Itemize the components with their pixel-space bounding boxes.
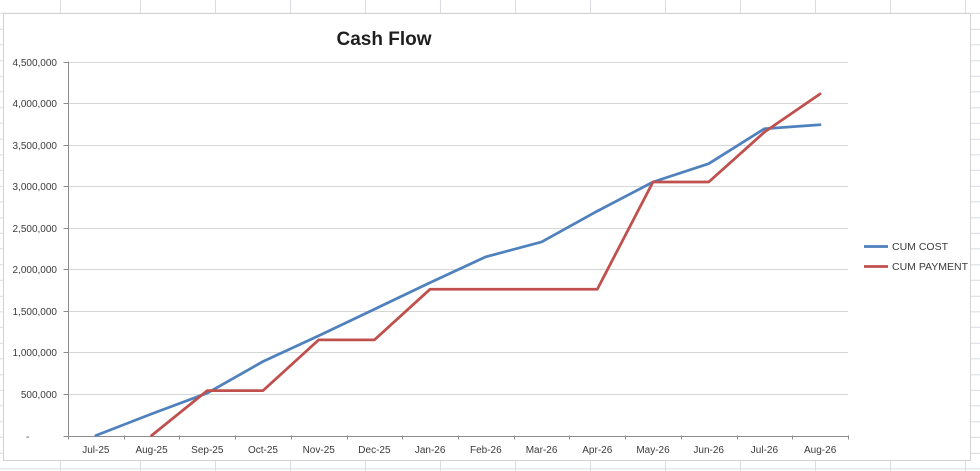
- x-axis-label: Aug-26: [804, 445, 837, 456]
- x-axis-label: Jan-26: [415, 445, 446, 456]
- series-line-cum-cost[interactable]: [94, 123, 822, 437]
- x-axis-label: Jul-26: [751, 445, 779, 456]
- y-axis-label: 2,500,000: [13, 224, 58, 235]
- y-axis-label: -: [26, 432, 29, 443]
- x-axis-label: Mar-26: [526, 445, 558, 456]
- y-axis-label: 1,500,000: [13, 307, 58, 318]
- y-axis-label: 4,500,000: [13, 58, 58, 69]
- x-axis-label: Nov-25: [303, 445, 336, 456]
- y-axis-label: 2,000,000: [13, 265, 58, 276]
- chart-title[interactable]: Cash Flow: [336, 29, 432, 50]
- y-axis-label: 3,000,000: [13, 182, 58, 193]
- x-axis-label: Oct-25: [248, 445, 278, 456]
- x-axis-label: Apr-26: [582, 445, 612, 456]
- x-axis-label: Dec-25: [358, 445, 391, 456]
- x-axis-label: May-26: [636, 445, 670, 456]
- y-axis-label: 4,000,000: [13, 99, 58, 110]
- series-line-cum-payment[interactable]: [150, 92, 822, 437]
- x-axis-label: Aug-25: [135, 445, 168, 456]
- x-axis-label: Jun-26: [693, 445, 724, 456]
- y-axis-label: 1,000,000: [13, 348, 58, 359]
- chart-object[interactable]: Cash Flow 4,500,000 4,000,000 3,500,000 3,0…: [3, 13, 971, 461]
- chart-plot-area: 4,500,000 4,000,000 3,500,000 3,000,000 2,50…: [13, 58, 969, 456]
- x-axis-label: Sep-25: [191, 445, 224, 456]
- x-axis-label: Feb-26: [470, 445, 502, 456]
- legend-label-cum-payment: CUM PAYMENT: [892, 261, 969, 273]
- y-axis-label: 3,500,000: [13, 141, 58, 152]
- x-axis-label: Jul-25: [82, 445, 110, 456]
- legend-entry-cum-payment[interactable]: CUM PAYMENT: [864, 261, 969, 273]
- y-axis-label: 500,000: [21, 390, 58, 401]
- legend-label-cum-cost: CUM COST: [892, 241, 949, 253]
- legend-entry-cum-cost[interactable]: CUM COST: [864, 241, 949, 253]
